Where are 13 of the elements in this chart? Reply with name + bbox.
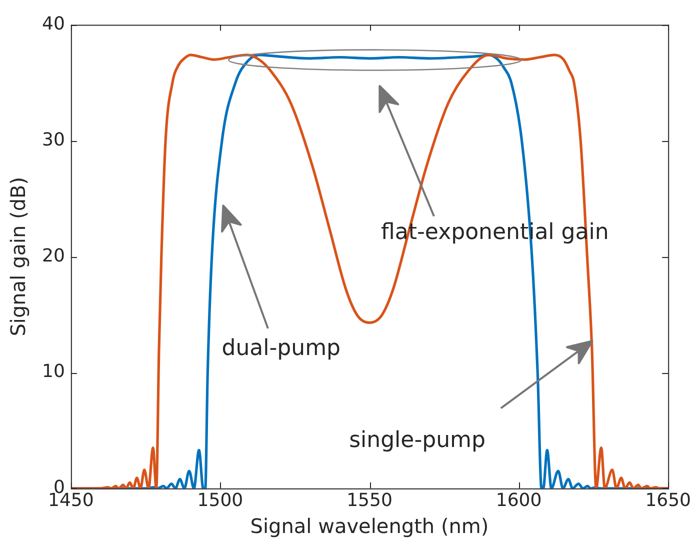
y-tick-label: 40: [42, 13, 65, 34]
y-tick-label: 20: [42, 245, 65, 266]
y-tick-label: 30: [42, 129, 65, 150]
x-tick-label: 1550: [346, 490, 392, 511]
x-tick-label: 1500: [197, 490, 244, 511]
y-tick-label: 10: [42, 361, 65, 382]
y-axis-title: Signal gain (dB): [6, 176, 30, 336]
annotation: single-pump: [348, 428, 486, 453]
line-series: [70, 54, 668, 488]
x-tick-label: 1650: [645, 490, 691, 511]
x-axis-title: Signal wavelength (nm): [250, 514, 489, 538]
x-tick-label: 1600: [496, 490, 542, 511]
annotation: dual-pump: [220, 336, 342, 362]
